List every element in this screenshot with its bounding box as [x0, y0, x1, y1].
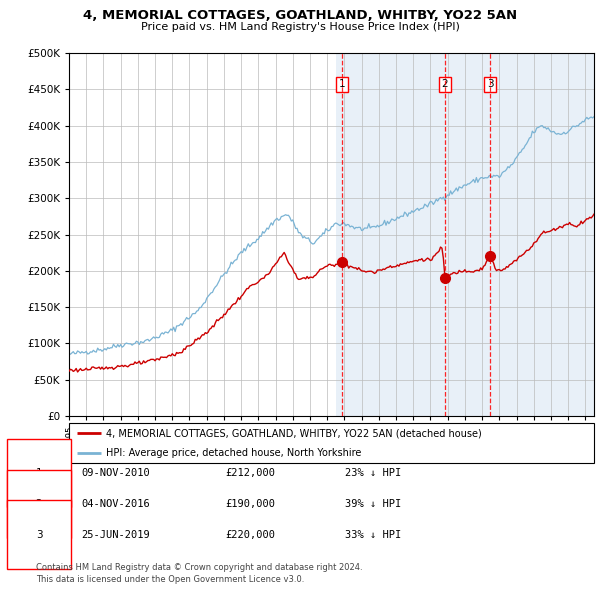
- Text: 39% ↓ HPI: 39% ↓ HPI: [345, 499, 401, 509]
- Text: £220,000: £220,000: [225, 530, 275, 539]
- Text: Contains HM Land Registry data © Crown copyright and database right 2024.: Contains HM Land Registry data © Crown c…: [36, 563, 362, 572]
- Text: 4, MEMORIAL COTTAGES, GOATHLAND, WHITBY, YO22 5AN (detached house): 4, MEMORIAL COTTAGES, GOATHLAND, WHITBY,…: [106, 428, 482, 438]
- Text: This data is licensed under the Open Government Licence v3.0.: This data is licensed under the Open Gov…: [36, 575, 304, 584]
- Text: £212,000: £212,000: [225, 468, 275, 478]
- Text: HPI: Average price, detached house, North Yorkshire: HPI: Average price, detached house, Nort…: [106, 448, 361, 458]
- Text: 09-NOV-2010: 09-NOV-2010: [81, 468, 150, 478]
- Text: 3: 3: [35, 530, 43, 539]
- Text: £190,000: £190,000: [225, 499, 275, 509]
- Text: 2: 2: [442, 79, 448, 89]
- Text: 1: 1: [35, 468, 43, 478]
- Text: 25-JUN-2019: 25-JUN-2019: [81, 530, 150, 539]
- Text: 04-NOV-2016: 04-NOV-2016: [81, 499, 150, 509]
- Text: 2: 2: [35, 499, 43, 509]
- Text: 33% ↓ HPI: 33% ↓ HPI: [345, 530, 401, 539]
- Text: 3: 3: [487, 79, 494, 89]
- Text: 1: 1: [338, 79, 345, 89]
- FancyBboxPatch shape: [69, 423, 594, 463]
- Text: 4, MEMORIAL COTTAGES, GOATHLAND, WHITBY, YO22 5AN: 4, MEMORIAL COTTAGES, GOATHLAND, WHITBY,…: [83, 9, 517, 22]
- Bar: [336, 53, 594, 416]
- Text: Price paid vs. HM Land Registry's House Price Index (HPI): Price paid vs. HM Land Registry's House …: [140, 22, 460, 32]
- Text: 23% ↓ HPI: 23% ↓ HPI: [345, 468, 401, 478]
